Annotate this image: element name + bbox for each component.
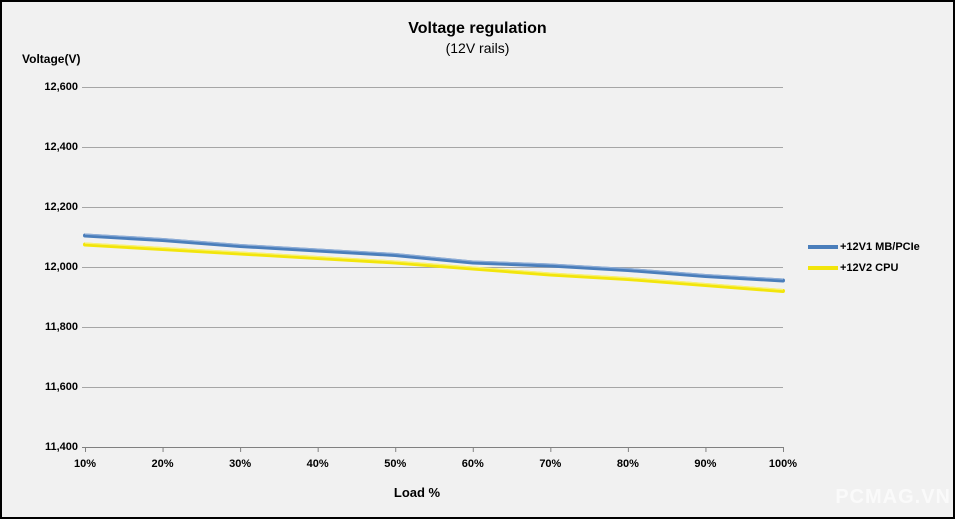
chart-title: Voltage regulation [408,20,547,37]
legend-label: +12V2 CPU [840,262,899,274]
legend-item: +12V2 CPU [808,260,920,276]
x-axis-title: Load % [393,485,441,500]
y-tick-label: 12,000 [44,261,78,273]
x-tick-label: 90% [694,458,717,470]
legend-line-swatch [808,245,838,249]
y-tick-label: 11,800 [44,321,78,333]
y-tick-label: 12,200 [44,201,78,213]
y-tick-label: 11,600 [44,381,78,393]
x-tick-label: 40% [306,458,329,470]
series-line-+12V2 CPU [83,242,785,293]
x-tick-label: 30% [229,458,252,470]
series-line-highlight [84,233,784,280]
chart-subtitle: (12V rails) [445,40,510,56]
y-tick-label: 12,600 [44,81,78,93]
x-tick-label: 100% [768,458,798,470]
legend-line-swatch [808,266,838,270]
series-line-highlight [84,242,784,291]
watermark-logo: PCMAG.VN [835,486,951,508]
series-line-+12V1 MB/PCIe [83,233,785,283]
legend: +12V1 MB/PCIe +12V2 CPU [808,239,920,281]
x-tick-label: 20% [151,458,174,470]
y-axis-title: Voltage(V) [22,52,81,66]
y-tick-label: 12,400 [44,141,78,153]
x-tick-label: 70% [539,458,562,470]
x-tick-label: 80% [616,458,639,470]
x-tick-label: 50% [384,458,407,470]
legend-label: +12V1 MB/PCIe [840,241,920,253]
legend-item: +12V1 MB/PCIe [808,239,920,255]
y-tick-label: 11,400 [44,441,78,453]
x-tick-label: 10% [73,458,97,470]
x-tick-label: 60% [461,458,484,470]
